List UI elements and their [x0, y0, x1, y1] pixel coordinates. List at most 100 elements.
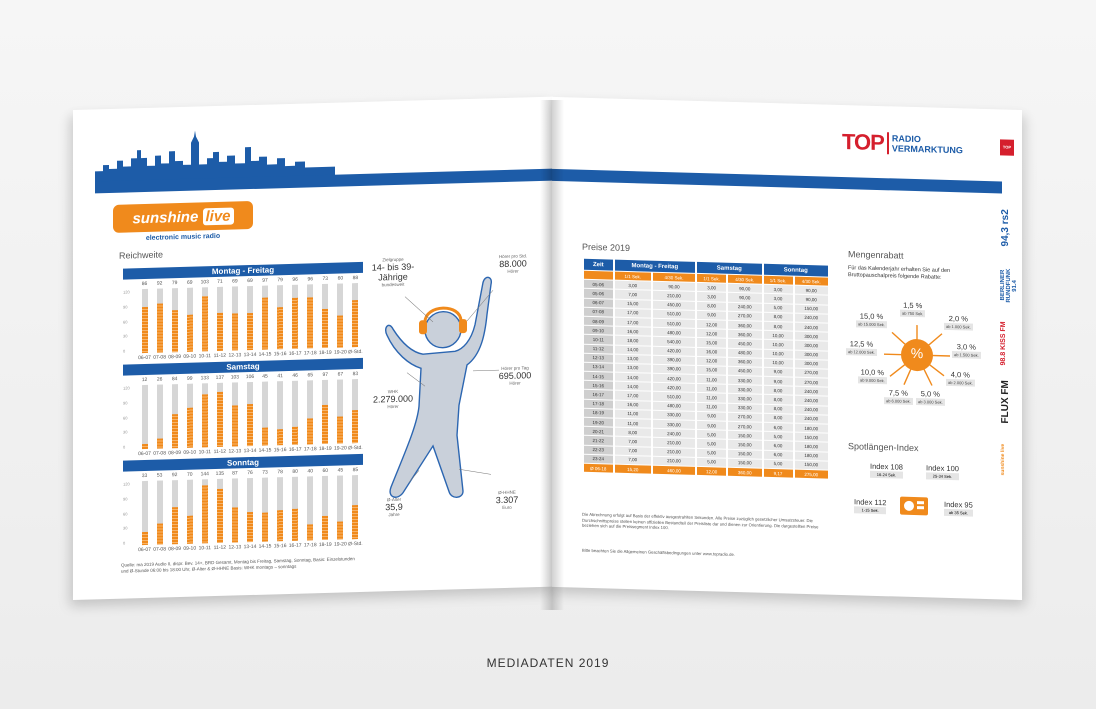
value-label: 78: [277, 469, 283, 476]
station-logo-sunshine-live: sunshine live: [1000, 443, 1006, 476]
bar: [277, 285, 284, 350]
bar: [156, 288, 163, 353]
table-cell: 10,00: [763, 340, 793, 350]
table-cell: 11-12: [584, 344, 613, 354]
table-cell: 240,00: [794, 386, 828, 397]
x-tick: 17-18: [303, 542, 317, 549]
listener-figure: Zielgruppe 14- bis 39-Jährige bundesweit…: [363, 253, 543, 558]
bar: [141, 480, 148, 546]
header-band-right: [552, 168, 1002, 194]
value-label: 103: [230, 374, 240, 381]
value-label: 96: [307, 276, 313, 283]
bar-area: 120 90 60 30 0: [123, 475, 363, 546]
y-axis: 120 90 60 30 0: [123, 481, 135, 545]
bar: [201, 479, 208, 544]
x-tick: 17-18: [303, 350, 317, 357]
table-cell: 270,00: [728, 311, 762, 321]
table-cell: 15-16: [584, 381, 613, 391]
hoerer-pro-tag-annotation: Hörer pro Tag 695.000 Hörer: [498, 365, 532, 386]
y-tick: 30: [123, 333, 128, 339]
bar: [171, 480, 178, 545]
table-cell: 240,00: [794, 322, 828, 332]
table-cell: 5,00: [697, 439, 727, 449]
table-cell: 7,00: [614, 436, 652, 447]
bar: [141, 288, 148, 354]
x-tick: 07-08: [153, 354, 166, 361]
table-cell: 510,00: [653, 392, 696, 402]
alter-annotation: Ø-Alter 35,9 Jahre: [385, 496, 403, 518]
bar: [322, 475, 329, 541]
table-cell: 17-18: [584, 399, 613, 409]
x-tick: 07-08: [153, 546, 166, 553]
table-cell: 15,00: [697, 365, 727, 375]
col-header-mo-fr: Montag - Freitag: [614, 259, 696, 273]
table-cell: 90,00: [794, 295, 828, 305]
table-cell: 390,00: [653, 355, 696, 365]
table-cell: 510,00: [653, 309, 696, 319]
bar: [156, 480, 163, 545]
value-label: 71: [217, 278, 223, 285]
value-label: 88: [352, 275, 359, 282]
value-label: 92: [171, 472, 178, 479]
x-tick: 16-17: [288, 542, 302, 549]
x-tick: 14-15: [258, 543, 272, 550]
bar: [322, 283, 329, 349]
table-cell: 3,00: [697, 283, 727, 293]
table-cell: 240,00: [794, 414, 828, 424]
terms-note: Bitte beachten Sie die Allgemeinen Gesch…: [582, 547, 735, 557]
subheader-cell: 1/1 Sek.: [697, 273, 727, 283]
table-cell: 23-24: [584, 454, 613, 464]
table-cell: 5,00: [697, 448, 727, 458]
table-cell: 210,00: [653, 438, 696, 448]
table-cell: 150,00: [728, 440, 762, 450]
bar: [171, 288, 178, 353]
table-cell: 08-09: [584, 316, 613, 326]
table-cell: 300,00: [794, 331, 828, 341]
table-cell: 13,00: [614, 354, 652, 364]
bar: [292, 284, 299, 349]
x-tick: 12-13: [228, 352, 242, 359]
x-tick: 07-08: [153, 450, 166, 457]
value-label: 85: [352, 467, 359, 474]
value-label: 106: [245, 373, 255, 381]
value-label: 80: [292, 468, 298, 475]
table-cell: 9,00: [697, 310, 727, 320]
hoerer-pro-stunde-annotation: Hörer pro Std. 88.000 Hörer: [498, 253, 528, 274]
source-note: Quelle: ma 2019 Audio II, dispr. Bev. 14…: [121, 556, 355, 574]
value-label: 79: [277, 277, 283, 284]
table-cell: 300,00: [794, 359, 828, 369]
table-cell: 10,00: [763, 330, 793, 340]
x-tick: 16-17: [288, 446, 302, 453]
table-cell: 210,00: [653, 456, 696, 466]
x-tick: 10-11: [198, 353, 211, 360]
x-tick: 15-16: [273, 351, 287, 358]
station-logo-kiss-fm: 98.8 KISS FM: [1000, 321, 1007, 366]
table-cell: 9,00: [697, 420, 727, 430]
value-label: 76: [247, 469, 253, 477]
spotlaengen-title: Spotlängen-Index: [848, 441, 919, 454]
table-cell: 16-17: [584, 390, 613, 400]
table-cell: 360,00: [728, 467, 762, 477]
x-tick: 12-13: [228, 448, 242, 455]
bar: [262, 381, 269, 446]
value-label: 133: [200, 375, 209, 382]
bar: [246, 381, 253, 447]
y-tick: 120: [123, 289, 130, 295]
table-cell: 150,00: [794, 304, 828, 314]
bar: [307, 284, 314, 349]
bar: [352, 379, 359, 444]
table-cell: 8,00: [763, 386, 793, 396]
x-tick: 09-10: [183, 353, 197, 360]
mengenrabatt-title: Mengenrabatt: [848, 249, 904, 261]
value-label: 60: [337, 275, 344, 282]
value-label: 137: [215, 374, 225, 382]
table-cell: 07-08: [584, 307, 613, 317]
sunshine-live-logo: sunshine live electronic music radio: [113, 200, 253, 243]
table-cell: 17,00: [614, 308, 652, 318]
section-title-reichweite: Reichweite: [119, 249, 164, 261]
x-tick: 15-16: [273, 543, 287, 550]
value-label: 53: [156, 472, 163, 479]
table-cell: 9,00: [763, 367, 793, 377]
table-cell: 14-15: [584, 371, 613, 381]
